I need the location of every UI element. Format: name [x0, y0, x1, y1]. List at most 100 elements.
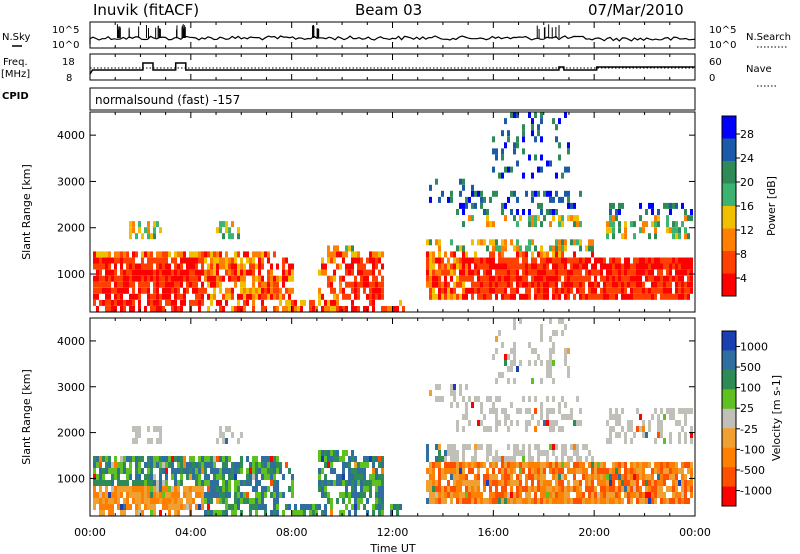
heat-cell [360, 486, 363, 492]
heat-cell [231, 287, 234, 294]
heat-cell [486, 468, 489, 474]
heat-cell [552, 196, 555, 203]
heat-cell [447, 444, 450, 450]
heat-cell [579, 293, 582, 300]
heat-cell [471, 190, 474, 197]
heat-cell [687, 233, 690, 240]
heat-cell [564, 462, 567, 468]
heat-cell [330, 299, 333, 306]
heat-cell [99, 275, 102, 282]
heat-cell [477, 281, 480, 288]
heat-cell [429, 468, 432, 474]
date-title: 07/Mar/2010 [588, 1, 684, 19]
heat-cell [360, 263, 363, 270]
heat-cell [618, 432, 621, 438]
heat-cell [630, 269, 633, 276]
heat-cell [501, 372, 504, 378]
heat-cell [432, 492, 435, 498]
heat-cell [543, 486, 546, 492]
heat-cell [114, 269, 117, 276]
heat-cell [225, 257, 228, 264]
heat-cell [210, 492, 213, 498]
heat-cell [594, 498, 597, 504]
heat-cell [330, 450, 333, 456]
heat-cell [525, 474, 528, 480]
heat-cell [690, 263, 693, 270]
heat-cell [480, 287, 483, 294]
heat-cell [378, 492, 381, 498]
heat-cell [165, 468, 168, 474]
heat-cell [177, 306, 180, 312]
heat-cell [447, 263, 450, 270]
heat-cell [462, 456, 465, 462]
heat-cell [549, 366, 552, 372]
heat-cell [639, 287, 642, 294]
heat-cell [153, 293, 156, 300]
heat-cell [480, 239, 483, 246]
heat-cell [540, 287, 543, 294]
heat-cell [147, 299, 150, 306]
heat-cell [111, 287, 114, 294]
heat-cell [123, 480, 126, 486]
beam-title: Beam 03 [355, 1, 422, 19]
heat-cell [627, 474, 630, 480]
heat-cell [672, 486, 675, 492]
heat-cell [162, 468, 165, 474]
heat-cell [609, 492, 612, 498]
heat-cell [477, 462, 480, 468]
heat-cell [627, 263, 630, 270]
heat-cell [219, 281, 222, 288]
heat-cell [690, 275, 693, 282]
heat-cell [678, 468, 681, 474]
heat-cell [594, 486, 597, 492]
heat-cell [651, 202, 654, 209]
colorbar-tick-label: 4 [740, 272, 747, 285]
heat-cell [519, 245, 522, 252]
heat-cell [159, 227, 162, 234]
heat-cell [630, 438, 633, 444]
heat-cell [258, 498, 261, 504]
heat-cell [585, 275, 588, 282]
colorbar-cell [722, 161, 736, 184]
heat-cell [156, 480, 159, 486]
heat-cell [660, 293, 663, 300]
heat-cell [108, 510, 111, 516]
heat-cell [93, 275, 96, 282]
heat-cell [561, 221, 564, 228]
heat-cell [471, 239, 474, 246]
heat-cell [225, 299, 228, 306]
heat-cell [189, 504, 192, 510]
heat-cell [474, 202, 477, 209]
heat-cell [528, 468, 531, 474]
heat-cell [627, 420, 630, 426]
heat-cell [486, 456, 489, 462]
heat-cell [183, 251, 186, 258]
heat-cell [486, 263, 489, 270]
heat-cell [372, 293, 375, 300]
heat-cell [465, 257, 468, 264]
heat-cell [669, 293, 672, 300]
heat-cell [525, 293, 528, 300]
heat-cell [513, 318, 516, 324]
heat-cell [564, 402, 567, 408]
heat-cell [561, 263, 564, 270]
heat-cell [234, 263, 237, 270]
heat-cell [681, 263, 684, 270]
heat-cell [543, 293, 546, 300]
heat-cell [504, 420, 507, 426]
heat-cell [351, 281, 354, 288]
heat-cell [339, 474, 342, 480]
heat-cell [549, 372, 552, 378]
heat-cell [630, 275, 633, 282]
heat-cell [435, 178, 438, 185]
heat-cell [474, 480, 477, 486]
heat-cell [501, 408, 504, 414]
heat-cell [633, 462, 636, 468]
heat-cell [555, 275, 558, 282]
heat-cell [444, 281, 447, 288]
heat-cell [288, 263, 291, 270]
heat-cell [144, 462, 147, 468]
heat-cell [120, 263, 123, 270]
heat-cell [249, 468, 252, 474]
